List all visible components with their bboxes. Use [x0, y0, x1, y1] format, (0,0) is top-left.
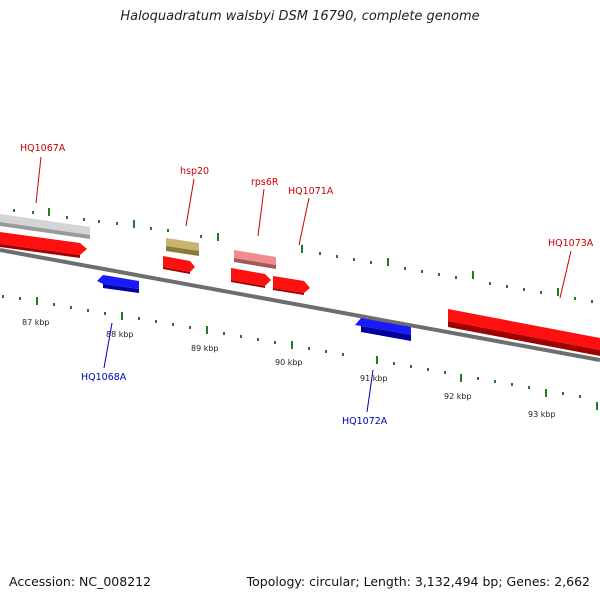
leader-hq1067a	[35, 156, 42, 204]
map-title: Haloquadratum walsbyi DSM 16790, complet…	[120, 9, 480, 24]
upper-tick-row	[13, 208, 593, 303]
label-rps6r[interactable]: rps6R	[251, 177, 279, 188]
label-hsp20[interactable]: hsp20	[180, 166, 209, 177]
gene-hq1068a[interactable]	[97, 275, 139, 293]
accession-text: Accession: NC_008212	[9, 574, 152, 589]
leader-hq1068a	[103, 322, 113, 369]
label-hq1068a[interactable]: HQ1068A	[81, 372, 127, 383]
lower-tick-row	[2, 295, 598, 410]
scale-label-91: 91 kbp	[360, 374, 388, 383]
scale-label-88: 88 kbp	[106, 330, 134, 339]
genome-backbone	[0, 248, 600, 362]
gene-hq1072a[interactable]	[355, 318, 411, 341]
gene-rps6r[interactable]	[231, 268, 271, 288]
label-hq1067a[interactable]: HQ1067A	[20, 143, 66, 154]
label-hq1071a[interactable]: HQ1071A	[288, 186, 334, 197]
gene-hsp20-feature[interactable]	[166, 238, 199, 256]
leader-rps6r	[257, 188, 265, 237]
label-hq1072a[interactable]: HQ1072A	[342, 416, 388, 427]
scale-label-93: 93 kbp	[528, 410, 556, 419]
gene-hq1073a[interactable]	[448, 309, 600, 356]
leader-hq1073a	[559, 250, 572, 299]
gene-hq1071a[interactable]	[273, 276, 310, 295]
genome-summary-text: Topology: circular; Length: 3,132,494 bp…	[246, 574, 590, 589]
scale-label-90: 90 kbp	[275, 358, 303, 367]
leader-hq1071a	[298, 197, 310, 246]
leader-hq1072a	[366, 369, 374, 413]
scale-label-89: 89 kbp	[191, 344, 219, 353]
leader-hsp20	[185, 178, 195, 227]
gene-gray-feature[interactable]	[0, 214, 90, 239]
gene-hq1067a[interactable]	[0, 232, 87, 258]
label-hq1073a[interactable]: HQ1073A	[548, 238, 594, 249]
scale-label-87: 87 kbp	[22, 318, 50, 327]
gene-hsp20[interactable]	[163, 256, 195, 274]
gene-rps6r-feature[interactable]	[234, 250, 276, 269]
scale-label-92: 92 kbp	[444, 392, 472, 401]
